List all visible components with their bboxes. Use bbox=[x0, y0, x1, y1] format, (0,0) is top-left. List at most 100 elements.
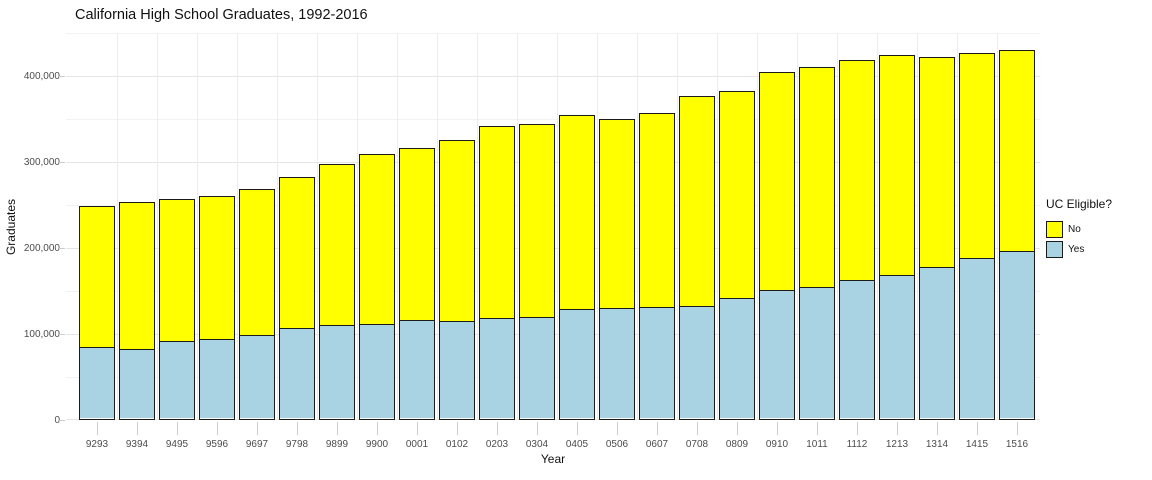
bar-1314 bbox=[919, 57, 955, 420]
legend-item-no: No bbox=[1046, 219, 1112, 239]
bar-9394 bbox=[119, 201, 155, 420]
gridline-vertical bbox=[237, 33, 238, 420]
plot-panel bbox=[66, 33, 1040, 420]
x-tick-mark bbox=[537, 422, 538, 435]
gridline-vertical bbox=[957, 33, 958, 420]
x-tick-mark bbox=[937, 422, 938, 435]
bar-segment-yes bbox=[280, 327, 314, 418]
bar-segment-no bbox=[320, 164, 354, 326]
bar-segment-no bbox=[880, 56, 914, 276]
x-tick-label: 0607 bbox=[645, 439, 669, 450]
bar-9495 bbox=[159, 198, 195, 420]
bar-9293 bbox=[79, 205, 115, 420]
gridline-vertical bbox=[157, 33, 158, 420]
bar-segment-yes bbox=[440, 320, 474, 418]
x-tick-mark bbox=[417, 422, 418, 435]
bar-segment-yes bbox=[880, 275, 914, 418]
y-tick-label: 0 bbox=[54, 415, 60, 426]
bar-segment-yes bbox=[200, 338, 234, 418]
x-tick-mark bbox=[777, 422, 778, 435]
bar-segment-no bbox=[200, 197, 234, 339]
x-tick-mark bbox=[217, 422, 218, 435]
x-tick-label: 0203 bbox=[485, 439, 509, 450]
bar-segment-no bbox=[120, 202, 154, 350]
bar-segment-yes bbox=[1000, 251, 1034, 418]
bar-0809 bbox=[719, 90, 755, 420]
bar-segment-yes bbox=[600, 307, 634, 418]
x-tick-mark bbox=[617, 422, 618, 435]
x-tick-mark bbox=[457, 422, 458, 435]
x-tick-label: 9394 bbox=[125, 439, 149, 450]
bar-segment-no bbox=[960, 53, 994, 259]
x-tick-label: 1516 bbox=[1005, 439, 1029, 450]
gridline-vertical bbox=[597, 33, 598, 420]
bar-1011 bbox=[799, 66, 835, 420]
bar-9900 bbox=[359, 154, 395, 420]
x-tick-label: 0405 bbox=[565, 439, 589, 450]
gridline-vertical bbox=[757, 33, 758, 420]
x-tick-mark bbox=[297, 422, 298, 435]
bar-0102 bbox=[439, 139, 475, 420]
bar-segment-yes bbox=[160, 341, 194, 418]
x-tick-label: 9899 bbox=[325, 439, 349, 450]
x-tick-mark bbox=[497, 422, 498, 435]
gridline-vertical bbox=[357, 33, 358, 420]
bar-segment-no bbox=[600, 120, 634, 308]
x-tick-mark bbox=[817, 422, 818, 435]
bar-segment-no bbox=[800, 67, 834, 288]
bar-segment-yes bbox=[920, 266, 954, 418]
bar-segment-yes bbox=[960, 258, 994, 418]
y-tick-mark bbox=[59, 248, 65, 249]
bar-segment-no bbox=[720, 91, 754, 298]
gridline-vertical bbox=[917, 33, 918, 420]
x-tick-label: 1112 bbox=[846, 439, 868, 450]
bar-9899 bbox=[319, 163, 355, 420]
bar-0001 bbox=[399, 148, 435, 420]
y-tick-label: 200,000 bbox=[23, 243, 60, 254]
x-tick-mark bbox=[377, 422, 378, 435]
bar-segment-no bbox=[480, 126, 514, 319]
x-tick-mark bbox=[337, 422, 338, 435]
x-tick-label: 0102 bbox=[445, 439, 469, 450]
x-tick-label: 0304 bbox=[525, 439, 549, 450]
x-tick-mark bbox=[577, 422, 578, 435]
bar-0506 bbox=[599, 119, 635, 420]
bar-segment-yes bbox=[480, 318, 514, 418]
bar-segment-no bbox=[240, 189, 274, 336]
legend-item-label: No bbox=[1068, 223, 1081, 235]
gridline-vertical bbox=[637, 33, 638, 420]
gridline-vertical bbox=[837, 33, 838, 420]
x-axis-title: Year bbox=[540, 452, 566, 466]
bar-segment-no bbox=[680, 96, 714, 307]
legend-item-yes: Yes bbox=[1046, 239, 1112, 259]
x-tick-mark bbox=[657, 422, 658, 435]
legend: UC Eligible? No Yes bbox=[1046, 197, 1112, 259]
x-tick-label: 0506 bbox=[605, 439, 629, 450]
bar-0203 bbox=[479, 125, 515, 420]
y-tick-label: 400,000 bbox=[23, 71, 60, 82]
bar-segment-no bbox=[160, 199, 194, 342]
y-axis-title: Graduates bbox=[4, 198, 18, 256]
bar-0910 bbox=[759, 71, 795, 420]
bar-0708 bbox=[679, 95, 715, 420]
x-tick-mark bbox=[857, 422, 858, 435]
gridline-vertical bbox=[877, 33, 878, 420]
x-tick-label: 9495 bbox=[165, 439, 189, 450]
x-tick-mark bbox=[177, 422, 178, 435]
gridline-minor bbox=[66, 119, 1040, 120]
gridline-vertical bbox=[997, 33, 998, 420]
chart-title: California High School Graduates, 1992-2… bbox=[75, 7, 368, 23]
gridline-vertical bbox=[277, 33, 278, 420]
x-tick-mark bbox=[257, 422, 258, 435]
bar-segment-no bbox=[360, 155, 394, 325]
gridline-vertical bbox=[717, 33, 718, 420]
x-tick-label: 9596 bbox=[205, 439, 229, 450]
bar-segment-yes bbox=[80, 347, 114, 418]
legend-key-swatch bbox=[1046, 220, 1063, 238]
bar-segment-yes bbox=[760, 289, 794, 418]
bar-1112 bbox=[839, 59, 875, 420]
bar-segment-no bbox=[760, 72, 794, 290]
bar-segment-yes bbox=[400, 319, 434, 418]
x-tick-mark bbox=[1017, 422, 1018, 435]
bar-segment-yes bbox=[560, 308, 594, 418]
